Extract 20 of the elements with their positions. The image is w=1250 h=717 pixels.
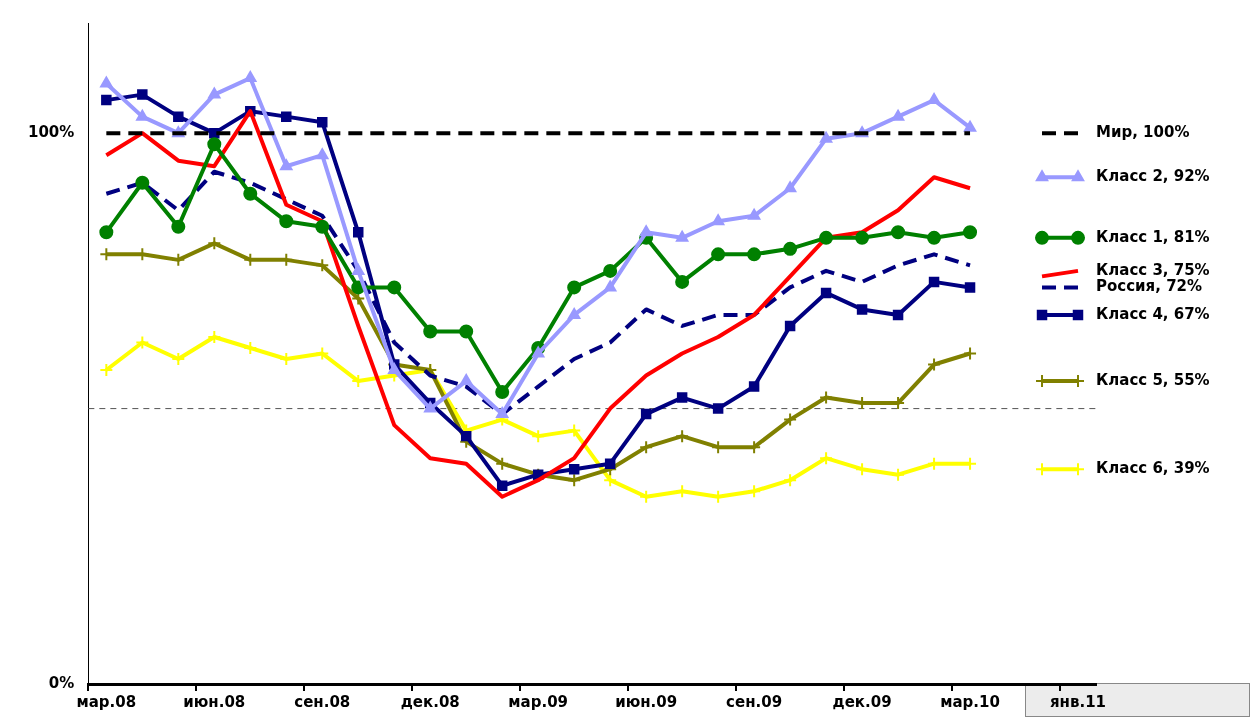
x-tick-label: июн.08 (183, 692, 246, 711)
x-tick-label: янв.11 (1049, 692, 1107, 711)
x-tick-label: мар.09 (508, 692, 569, 711)
x-tick-label: мар.08 (76, 692, 137, 711)
y-tick-label: 100% (28, 123, 75, 142)
x-tick-label: дек.09 (832, 692, 892, 711)
x-tick-label: июн.09 (615, 692, 678, 711)
x-tick-label: сен.08 (294, 692, 351, 711)
series-label: Класс 3, 75% (1096, 260, 1210, 279)
series-label: Класс 1, 81% (1096, 227, 1210, 246)
series-label: Класс 2, 92% (1096, 167, 1210, 186)
x-tick-label: дек.08 (400, 692, 460, 711)
series-label: Россия, 72% (1096, 277, 1203, 296)
y-tick-label: 0% (48, 673, 75, 692)
x-tick-label: сен.09 (726, 692, 783, 711)
series-label: Класс 6, 39% (1096, 459, 1210, 478)
x-tick-label: мар.10 (940, 692, 1000, 711)
series-label: Мир, 100% (1096, 123, 1190, 142)
series-label: Класс 4, 67% (1096, 304, 1210, 323)
series-label: Класс 5, 55% (1096, 370, 1210, 389)
